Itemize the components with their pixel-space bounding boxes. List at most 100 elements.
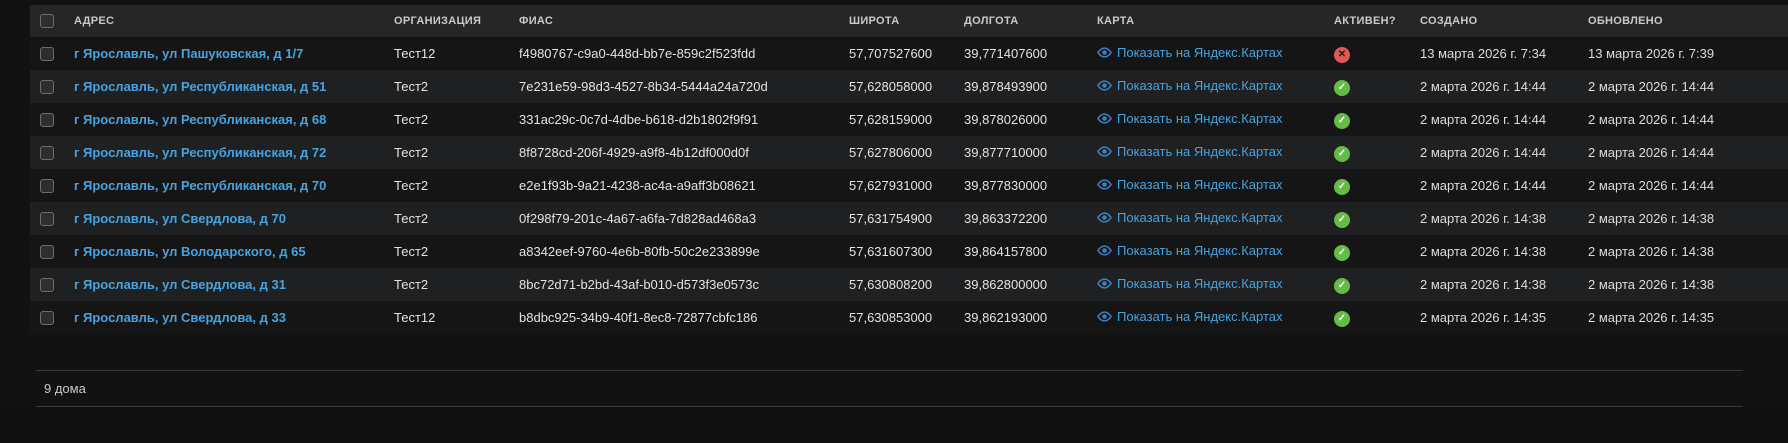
updated-cell: 2 марта 2026 г. 14:44 [1588, 112, 1715, 127]
row-select-cell [30, 268, 70, 301]
longitude-cell: 39,877710000 [964, 145, 1048, 160]
yandex-maps-link[interactable]: Показать на Яндекс.Картах [1097, 45, 1283, 60]
address-cell: г Ярославль, ул Республиканская, д 70 [70, 169, 390, 202]
column-header-updated[interactable]: Обновлено [1584, 5, 1788, 38]
column-header-fias[interactable]: ФИАС [515, 5, 845, 38]
row-checkbox[interactable] [40, 178, 54, 193]
address-cell: г Ярославль, ул Свердлова, д 70 [70, 202, 390, 235]
table-row: г Ярославль, ул Республиканская, д 51 Те… [30, 70, 1788, 103]
row-checkbox[interactable] [40, 46, 54, 61]
eye-icon [1097, 310, 1112, 322]
address-cell: г Ярославль, ул Республиканская, д 72 [70, 136, 390, 169]
results-table: Адрес Организация ФИАС Широта Долгота Ка… [30, 5, 1788, 334]
map-link-label: Показать на Яндекс.Картах [1117, 44, 1283, 60]
address-cell: г Ярославль, ул Володарского, д 65 [70, 235, 390, 268]
yandex-maps-link[interactable]: Показать на Яндекс.Картах [1097, 210, 1283, 225]
column-header-longitude[interactable]: Долгота [960, 5, 1093, 38]
fias-cell: e2e1f93b-9a21-4238-ac4a-a9aff3b08621 [519, 178, 756, 193]
active-yes-icon: ✓ [1334, 244, 1350, 261]
map-link-label: Показать на Яндекс.Картах [1117, 77, 1283, 93]
active-cell: ✓ [1330, 202, 1416, 235]
active-yes-icon: ✓ [1334, 310, 1350, 327]
column-header-active[interactable]: Активен? [1330, 5, 1416, 38]
row-select-cell [30, 235, 70, 268]
yandex-maps-link[interactable]: Показать на Яндекс.Картах [1097, 309, 1283, 324]
longitude-cell: 39,862193000 [964, 310, 1048, 325]
row-checkbox[interactable] [40, 244, 54, 259]
map-cell: Показать на Яндекс.Картах [1093, 235, 1330, 268]
map-cell: Показать на Яндекс.Картах [1093, 202, 1330, 235]
row-checkbox[interactable] [40, 112, 54, 127]
table-row: г Ярославль, ул Республиканская, д 70 Те… [30, 169, 1788, 202]
eye-icon [1097, 277, 1112, 289]
created-cell: 2 марта 2026 г. 14:35 [1420, 310, 1547, 325]
row-checkbox[interactable] [40, 145, 54, 160]
map-link-label: Показать на Яндекс.Картах [1117, 209, 1283, 225]
row-checkbox[interactable] [40, 211, 54, 226]
yandex-maps-link[interactable]: Показать на Яндекс.Картах [1097, 144, 1283, 159]
column-header-address[interactable]: Адрес [70, 5, 390, 38]
address-cell: г Ярославль, ул Республиканская, д 51 [70, 70, 390, 103]
updated-cell: 2 марта 2026 г. 14:38 [1588, 277, 1715, 292]
row-checkbox[interactable] [40, 277, 54, 292]
latitude-cell: 57,628058000 [849, 79, 933, 94]
map-link-label: Показать на Яндекс.Картах [1117, 308, 1283, 324]
longitude-cell: 39,864157800 [964, 244, 1048, 259]
longitude-cell: 39,878493900 [964, 79, 1048, 94]
map-cell: Показать на Яндекс.Картах [1093, 103, 1330, 136]
map-cell: Показать на Яндекс.Картах [1093, 169, 1330, 202]
row-select-cell [30, 70, 70, 103]
eye-icon [1097, 145, 1112, 157]
latitude-cell: 57,631607300 [849, 244, 933, 259]
address-link[interactable]: г Ярославль, ул Пашуковская, д 1/7 [74, 46, 304, 62]
address-link[interactable]: г Ярославль, ул Свердлова, д 33 [74, 310, 286, 325]
map-link-label: Показать на Яндекс.Картах [1117, 176, 1283, 192]
updated-cell: 2 марта 2026 г. 14:44 [1588, 178, 1715, 193]
longitude-cell: 39,862800000 [964, 277, 1048, 292]
column-header-latitude[interactable]: Широта [845, 5, 960, 38]
column-header-map: Карта [1093, 5, 1330, 38]
address-link[interactable]: г Ярославль, ул Володарского, д 65 [74, 244, 306, 259]
active-yes-icon: ✓ [1334, 211, 1350, 228]
bottom-strip [0, 407, 1788, 443]
yandex-maps-link[interactable]: Показать на Яндекс.Картах [1097, 276, 1283, 291]
updated-cell: 2 марта 2026 г. 14:38 [1588, 244, 1715, 259]
address-cell: г Ярославль, ул Пашуковская, д 1/7 [70, 37, 390, 70]
yandex-maps-link[interactable]: Показать на Яндекс.Картах [1097, 78, 1283, 93]
address-link[interactable]: г Ярославль, ул Республиканская, д 70 [74, 178, 327, 193]
active-yes-icon: ✓ [1334, 178, 1350, 195]
row-checkbox[interactable] [40, 310, 54, 325]
address-link[interactable]: г Ярославль, ул Свердлова, д 70 [74, 211, 286, 226]
row-checkbox[interactable] [40, 79, 54, 94]
latitude-cell: 57,630853000 [849, 310, 933, 325]
address-link[interactable]: г Ярославль, ул Республиканская, д 51 [74, 79, 327, 94]
address-link[interactable]: г Ярославль, ул Свердлова, д 31 [74, 277, 286, 292]
created-cell: 2 марта 2026 г. 14:44 [1420, 145, 1547, 160]
table-row: г Ярославль, ул Республиканская, д 68 Те… [30, 103, 1788, 136]
column-header-organization[interactable]: Организация [390, 5, 515, 38]
select-all-checkbox[interactable] [40, 13, 54, 28]
latitude-cell: 57,628159000 [849, 112, 933, 127]
active-yes-icon: ✓ [1334, 277, 1350, 294]
yandex-maps-link[interactable]: Показать на Яндекс.Картах [1097, 177, 1283, 192]
organization-cell: Тест2 [394, 277, 429, 292]
longitude-cell: 39,771407600 [964, 46, 1048, 62]
map-cell: Показать на Яндекс.Картах [1093, 70, 1330, 103]
eye-icon [1097, 178, 1112, 190]
yandex-maps-link[interactable]: Показать на Яндекс.Картах [1097, 243, 1283, 258]
organization-cell: Тест2 [394, 211, 429, 226]
fias-cell: 0f298f79-201c-4a67-a6fa-7d828ad468a3 [519, 211, 757, 226]
row-select-cell [30, 103, 70, 136]
yandex-maps-link[interactable]: Показать на Яндекс.Картах [1097, 111, 1283, 126]
organization-cell: Тест12 [394, 46, 436, 62]
address-link[interactable]: г Ярославль, ул Республиканская, д 72 [74, 145, 327, 160]
column-header-created[interactable]: Создано [1416, 5, 1584, 38]
updated-cell: 2 марта 2026 г. 14:44 [1588, 79, 1715, 94]
eye-icon [1097, 112, 1112, 124]
latitude-cell: 57,707527600 [849, 46, 933, 62]
address-link[interactable]: г Ярославль, ул Республиканская, д 68 [74, 112, 327, 127]
fias-cell: 8f8728cd-206f-4929-a9f8-4b12df000d0f [519, 145, 749, 160]
created-cell: 2 марта 2026 г. 14:44 [1420, 178, 1547, 193]
table-row: г Ярославль, ул Республиканская, д 72 Те… [30, 136, 1788, 169]
